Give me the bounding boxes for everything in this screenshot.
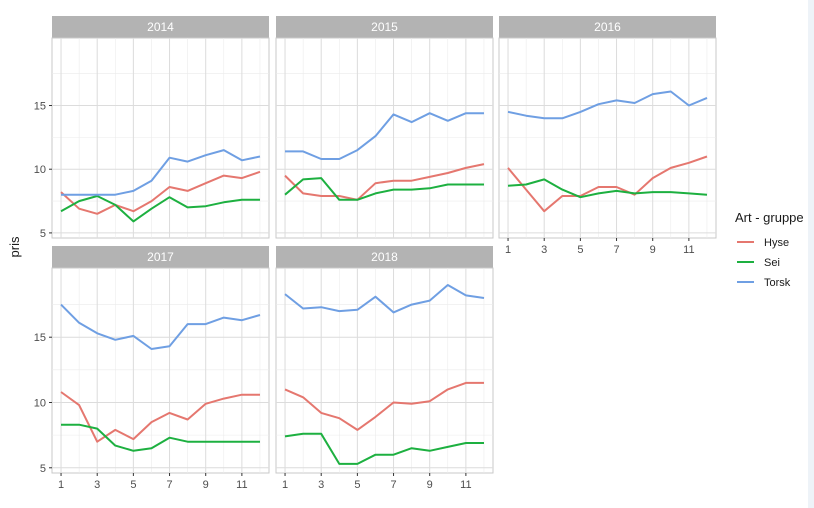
x-tick-label: 11 — [460, 479, 471, 491]
series-line-sei-2017 — [61, 423, 260, 452]
legend-label-sei: Sei — [764, 257, 780, 269]
x-tick-label: 9 — [650, 244, 656, 256]
strip-2015 — [276, 16, 493, 38]
y-tick-label: 15 — [34, 101, 46, 113]
legend-title: Art - gruppe — [735, 210, 804, 225]
series-line-hyse-2014 — [60, 170, 261, 215]
x-tick-label: 3 — [94, 479, 100, 491]
panel-background — [275, 37, 494, 239]
legend-label-hyse: Hyse — [764, 237, 789, 249]
y-tick-label: 5 — [40, 463, 46, 475]
panel-background — [498, 37, 717, 239]
x-tick-label: 1 — [505, 244, 511, 256]
x-tick-label: 9 — [427, 479, 433, 491]
strip-2016 — [499, 16, 716, 38]
strip-2018 — [276, 246, 493, 268]
x-tick-label: 7 — [390, 479, 396, 491]
strip-label-2015: 2015 — [371, 20, 398, 34]
x-tick-label: 7 — [613, 244, 619, 256]
panel-2014: 2014 5 10 15 — [34, 16, 270, 240]
x-tick-label: 9 — [203, 479, 209, 491]
series-line-torsk-2017 — [60, 303, 261, 350]
panel-2017: 2017 5 10 15 1 3 5 7 9 11 — [34, 246, 270, 491]
panel-background — [275, 267, 494, 474]
x-tick-label: 1 — [58, 479, 64, 491]
x-tick-label: 5 — [130, 479, 136, 491]
x-tick-label: 5 — [577, 244, 583, 256]
y-axis-title: pris — [7, 236, 22, 257]
series-line-torsk-2015 — [285, 112, 484, 160]
series-line-sei-2018 — [284, 432, 484, 465]
x-tick-label: 11 — [236, 479, 247, 491]
series-line-torsk-2018 — [284, 284, 485, 314]
x-tick-label: 3 — [318, 479, 324, 491]
panel-2016: 2016 1 3 5 7 9 11 — [498, 16, 717, 256]
strip-label-2014: 2014 — [147, 20, 174, 34]
strip-label-2018: 2018 — [371, 250, 398, 264]
legend-label-torsk: Torsk — [764, 277, 791, 289]
panel-background — [51, 37, 270, 239]
series-line-torsk-2014 — [61, 149, 261, 196]
strip-2017 — [52, 246, 269, 268]
series-line-hyse-2016 — [507, 155, 708, 213]
strip-label-2016: 2016 — [594, 20, 621, 34]
series-line-sei-2016 — [507, 178, 708, 199]
x-tick-label: 3 — [541, 244, 547, 256]
legend: Art - gruppe Hyse Sei Torsk — [735, 210, 804, 289]
x-tick-label: 11 — [683, 244, 694, 256]
y-tick-label: 10 — [34, 397, 46, 409]
panel-2015: 2015 — [275, 16, 494, 239]
panel-background — [51, 267, 270, 474]
series-line-sei-2014 — [60, 195, 260, 223]
series-line-sei-2015 — [284, 177, 484, 201]
x-tick-label: 1 — [282, 479, 288, 491]
window-edge-right — [808, 0, 814, 508]
y-tick-label: 5 — [40, 228, 46, 240]
series-line-hyse-2018 — [284, 381, 484, 431]
x-tick-label: 7 — [166, 479, 172, 491]
y-tick-label: 10 — [34, 164, 46, 176]
series-line-hyse-2015 — [284, 163, 485, 201]
y-tick-label: 15 — [34, 332, 46, 344]
panel-2018: 2018 1 3 5 7 9 11 — [275, 246, 494, 491]
series-line-hyse-2017 — [60, 391, 260, 443]
strip-2014 — [52, 16, 269, 38]
x-tick-label: 5 — [354, 479, 360, 491]
strip-label-2017: 2017 — [147, 250, 174, 264]
series-line-torsk-2016 — [507, 90, 708, 120]
